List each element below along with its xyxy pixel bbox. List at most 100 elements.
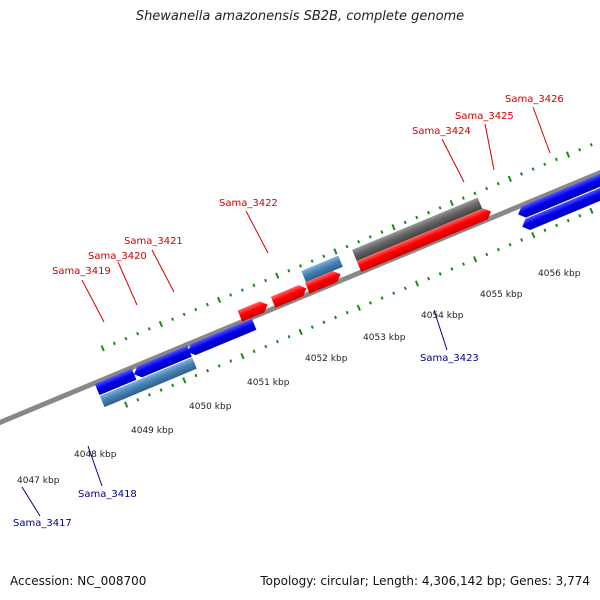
genome-summary-text: Topology: circular; Length: 4,306,142 bp… — [260, 574, 590, 588]
inner-tick-mark — [531, 231, 536, 239]
gene-label-sama-3422: Sama_3422 — [219, 198, 278, 209]
outer-tick-mark — [485, 186, 489, 191]
outer-tick-mark — [461, 196, 465, 200]
outer-tick-mark — [473, 191, 477, 196]
genome-title: Shewanella amazonensis SB2B, complete ge… — [135, 9, 465, 24]
outer-tick-mark — [252, 283, 256, 288]
outer-tick-row — [100, 143, 593, 352]
inner-tick-mark — [403, 286, 407, 291]
outer-tick-mark — [333, 248, 338, 255]
outer-tick-mark — [543, 162, 547, 167]
scale-label-4053: 4053 kbp — [363, 333, 406, 343]
gene-label-sama-3420: Sama_3420 — [88, 251, 147, 262]
outer-tick-mark — [438, 206, 442, 210]
outer-tick-mark — [112, 341, 116, 346]
callout-sama-3422 — [245, 210, 269, 254]
outer-tick-mark — [205, 302, 209, 307]
inner-tick-mark — [543, 228, 547, 233]
outer-tick-mark — [322, 254, 326, 259]
outer-tick-mark — [182, 312, 186, 317]
gene-label-sama-3424: Sama_3424 — [412, 126, 471, 137]
gene-sama-3422-feature — [352, 197, 483, 261]
outer-tick-mark — [391, 224, 396, 231]
inner-tick-mark — [334, 315, 338, 320]
inner-tick-mark — [578, 213, 582, 218]
outer-tick-mark — [124, 336, 128, 341]
scale-label-4048: 4048 kbp — [74, 450, 117, 460]
inner-tick-mark — [322, 320, 326, 325]
cds-arrow-sama-3422 — [356, 208, 492, 273]
callout-sama-3426 — [532, 106, 551, 154]
cds-arrow-sama-3421 — [304, 270, 341, 294]
inner-tick-mark — [275, 339, 279, 344]
inner-tick-mark — [414, 280, 420, 287]
gene-label-sama-3418: Sama_3418 — [78, 489, 137, 500]
inner-tick-mark — [356, 304, 361, 311]
accession-text: Accession: NC_008700 — [10, 574, 147, 588]
inner-tick-mark — [298, 328, 303, 336]
outer-tick-mark — [531, 167, 535, 171]
inner-tick-mark — [485, 252, 489, 257]
inner-tick-mark — [147, 393, 151, 397]
outer-tick-mark — [240, 288, 244, 292]
scale-label-4052: 4052 kbp — [305, 354, 348, 364]
callout-sama-3417 — [21, 486, 41, 517]
inner-tick-mark — [252, 349, 256, 354]
cds-arrow-sama-3416 — [94, 368, 137, 396]
callout-sama-3419 — [81, 279, 105, 323]
inner-tick-mark — [462, 262, 466, 266]
outer-tick-mark — [554, 157, 558, 162]
inner-tick-mark — [206, 368, 210, 373]
inner-tick-mark — [438, 272, 442, 276]
outer-tick-mark — [519, 172, 523, 176]
scale-label-4047: 4047 kbp — [17, 476, 60, 486]
outer-tick-mark — [368, 235, 372, 239]
gene-label-sama-3421: Sama_3421 — [124, 236, 183, 247]
scale-label-4055: 4055 kbp — [480, 290, 523, 300]
gene-label-sama-3417: Sama_3417 — [13, 518, 72, 529]
outer-tick-mark — [345, 244, 349, 249]
outer-tick-mark — [264, 278, 268, 283]
callout-sama-3418 — [87, 445, 103, 487]
outer-tick-mark — [589, 143, 593, 147]
outer-tick-mark — [229, 293, 233, 297]
inner-tick-mark — [240, 353, 245, 360]
inner-tick-mark — [229, 359, 233, 363]
inner-tick-mark — [427, 276, 431, 281]
gene-label-sama-3425: Sama_3425 — [455, 111, 514, 122]
outer-tick-mark — [415, 215, 419, 220]
outer-tick-mark — [449, 199, 454, 207]
gene-label-sama-3426: Sama_3426 — [505, 94, 564, 105]
inner-tick-mark — [450, 267, 454, 271]
inner-tick-mark — [380, 296, 384, 300]
outer-tick-mark — [298, 264, 302, 268]
scale-label-4056: 4056 kbp — [538, 269, 581, 279]
outer-tick-mark — [275, 272, 280, 279]
gene-label-sama-3423: Sama_3423 — [420, 353, 479, 364]
scale-label-4049: 4049 kbp — [131, 426, 174, 436]
outer-tick-mark — [100, 345, 105, 352]
inner-tick-row — [124, 207, 594, 408]
inner-tick-mark — [589, 207, 594, 215]
callout-sama-3421 — [151, 249, 175, 293]
inner-tick-mark — [345, 310, 349, 315]
outer-tick-mark — [171, 317, 175, 321]
inner-tick-mark — [555, 223, 559, 228]
cds-arrow-sama-3419 — [237, 301, 268, 322]
inner-tick-mark — [194, 373, 198, 378]
outer-tick-mark — [287, 269, 291, 273]
outer-tick-mark — [496, 181, 500, 186]
genome-backbone — [0, 11, 600, 486]
inner-tick-mark — [171, 383, 175, 387]
cds-arrow-sama-3418 — [187, 318, 257, 356]
inner-tick-mark — [182, 377, 187, 384]
scale-label-4050: 4050 kbp — [189, 402, 232, 412]
outer-tick-mark — [310, 259, 314, 263]
trna-feature-sama-3421 — [301, 255, 343, 283]
outer-tick-mark — [136, 331, 140, 336]
inner-tick-mark — [124, 401, 129, 408]
outer-tick-mark — [147, 327, 151, 331]
outer-tick-mark — [158, 320, 163, 328]
outer-tick-mark — [380, 230, 384, 234]
